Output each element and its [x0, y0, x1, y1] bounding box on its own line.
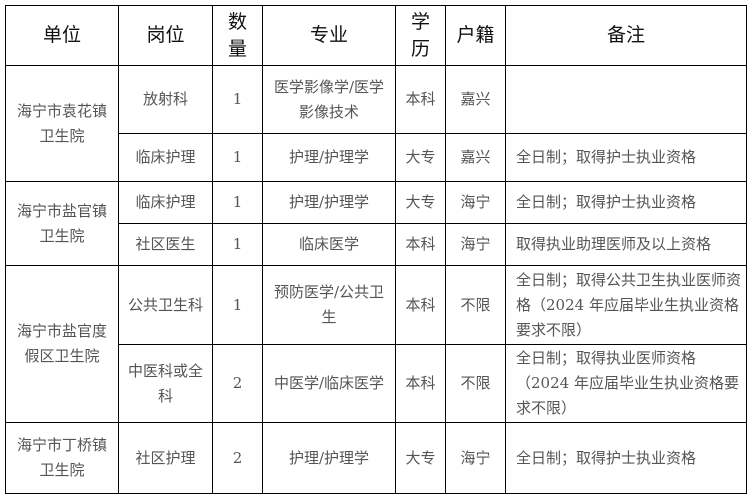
post-cell: 中医科或全科 — [118, 344, 213, 423]
post-cell: 社区护理 — [118, 422, 213, 494]
post-cell: 放射科 — [118, 65, 213, 134]
education-cell: 本科 — [395, 223, 446, 266]
count-cell: 1 — [212, 133, 263, 182]
remarks-cell: 全日制；取得护士执业资格 — [505, 422, 747, 494]
remarks-cell: 取得执业助理医师及以上资格 — [505, 223, 747, 266]
table-row: 中医科或全科 2 中医学/临床医学 本科 不限 全日制；取得执业医师资格（202… — [6, 344, 747, 423]
education-cell: 大专 — [395, 181, 446, 224]
table-row: 海宁市盐官度假区卫生院 公共卫生科 1 预防医学/公共卫生 本科 不限 全日制；… — [5, 265, 747, 423]
major-cell: 护理/护理学 — [262, 422, 396, 494]
table-row: 海宁市袁花镇卫生院 放射科 1 医学影像学/医学影像技术 本科 嘉兴 — [5, 65, 747, 182]
unit-cell: 海宁市盐官镇卫生院 — [5, 181, 119, 266]
hukou-cell: 海宁 — [445, 181, 506, 224]
major-cell: 临床医学 — [262, 223, 396, 266]
post-cell: 公共卫生科 — [118, 265, 213, 345]
header-row: 单位 岗位 数量 专业 学历 户籍 备注 — [5, 5, 747, 66]
unit-cell: 海宁市袁花镇卫生院 — [5, 65, 119, 182]
header-post: 岗位 — [118, 5, 213, 66]
education-cell: 本科 — [395, 265, 446, 345]
post-cell: 临床护理 — [118, 133, 213, 182]
major-cell: 预防医学/公共卫生 — [262, 265, 396, 345]
remarks-cell — [505, 65, 747, 134]
major-cell: 护理/护理学 — [262, 133, 396, 182]
hukou-cell: 嘉兴 — [445, 65, 506, 134]
unit-cell: 海宁市丁桥镇卫生院 — [5, 422, 119, 494]
table-row: 海宁市盐官镇卫生院 临床护理 1 护理/护理学 大专 海宁 全日制；取得护士执业… — [5, 181, 747, 266]
hukou-cell: 海宁 — [445, 422, 506, 494]
header-remarks: 备注 — [505, 5, 747, 66]
count-cell: 1 — [212, 223, 263, 266]
hukou-cell: 海宁 — [445, 223, 506, 266]
header-hukou: 户籍 — [445, 5, 506, 66]
remarks-cell: 全日制；取得护士执业资格 — [505, 133, 747, 182]
education-cell: 大专 — [395, 133, 446, 182]
major-cell: 中医学/临床医学 — [262, 344, 396, 423]
count-cell: 2 — [212, 344, 263, 423]
remarks-cell: 全日制；取得公共卫生执业医师资格（2024 年应届毕业生执业资格要求不限） — [505, 265, 747, 345]
education-cell: 本科 — [395, 65, 446, 134]
recruitment-table: 单位 岗位 数量 专业 学历 户籍 备注 海宁市袁花镇卫生院 放射科 1 医学影… — [5, 5, 747, 494]
count-cell: 1 — [212, 65, 263, 134]
count-cell: 1 — [212, 181, 263, 224]
table-row: 临床护理 1 护理/护理学 大专 嘉兴 全日制；取得护士执业资格 — [6, 133, 747, 182]
remarks-cell: 全日制；取得护士执业资格 — [505, 181, 747, 224]
hukou-cell: 不限 — [445, 344, 506, 423]
header-major: 专业 — [262, 5, 396, 66]
major-cell: 医学影像学/医学影像技术 — [262, 65, 396, 134]
count-cell: 2 — [212, 422, 263, 494]
header-unit: 单位 — [5, 5, 119, 66]
unit-cell: 海宁市盐官度假区卫生院 — [5, 265, 119, 423]
education-cell: 本科 — [395, 344, 446, 423]
table-row: 社区医生 1 临床医学 本科 海宁 取得执业助理医师及以上资格 — [6, 223, 747, 266]
remarks-cell: 全日制；取得执业医师资格（2024 年应届毕业生执业资格要求不限） — [505, 344, 747, 423]
table-row: 海宁市丁桥镇卫生院 社区护理 2 护理/护理学 大专 海宁 全日制；取得护士执业… — [5, 422, 747, 494]
hukou-cell: 嘉兴 — [445, 133, 506, 182]
post-cell: 社区医生 — [118, 223, 213, 266]
post-cell: 临床护理 — [118, 181, 213, 224]
major-cell: 护理/护理学 — [262, 181, 396, 224]
header-count: 数量 — [212, 5, 263, 66]
count-cell: 1 — [212, 265, 263, 345]
header-education: 学历 — [395, 5, 446, 66]
education-cell: 大专 — [395, 422, 446, 494]
hukou-cell: 不限 — [445, 265, 506, 345]
